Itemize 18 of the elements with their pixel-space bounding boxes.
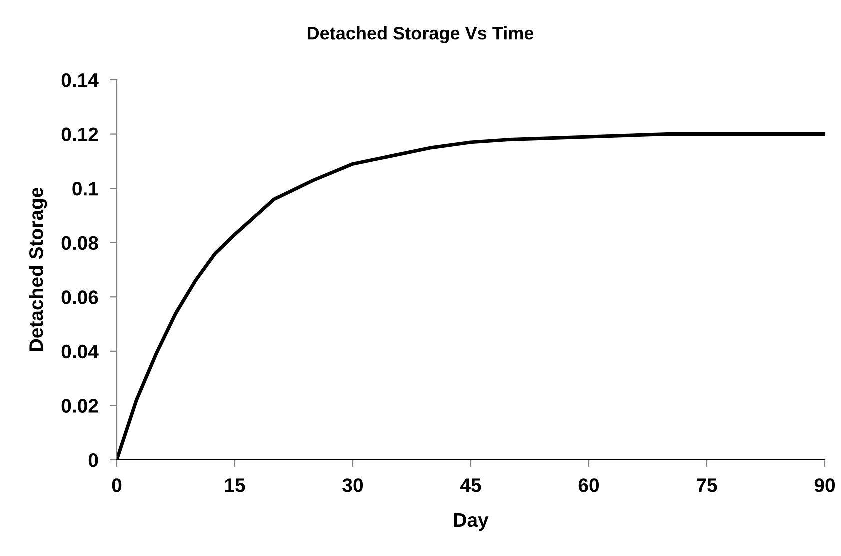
y-tick-label: 0.14 xyxy=(62,73,99,88)
y-tick-label: 0.08 xyxy=(62,236,98,250)
y-tick-label: 0.12 xyxy=(62,128,98,142)
y-tick-label: 0.02 xyxy=(62,399,98,413)
x-tick-label: 30 xyxy=(342,478,364,492)
x-axis-title: Day xyxy=(454,514,489,531)
y-tick-label: 0.06 xyxy=(62,290,98,304)
x-tick-label: 90 xyxy=(814,478,836,492)
y-axis-title: Detached Storage xyxy=(29,188,48,352)
x-tick-label: 15 xyxy=(225,478,246,492)
x-tick-label: 60 xyxy=(578,478,600,492)
y-tick-label: 0.1 xyxy=(72,182,98,196)
y-tick-label: 0 xyxy=(88,453,98,468)
y-tick-label: 0.04 xyxy=(62,344,99,359)
x-tick-label: 0 xyxy=(112,478,122,492)
x-tick-label: 45 xyxy=(460,478,482,492)
chart-title: Detached Storage Vs Time xyxy=(308,26,534,44)
x-tick-label: 75 xyxy=(697,478,718,492)
